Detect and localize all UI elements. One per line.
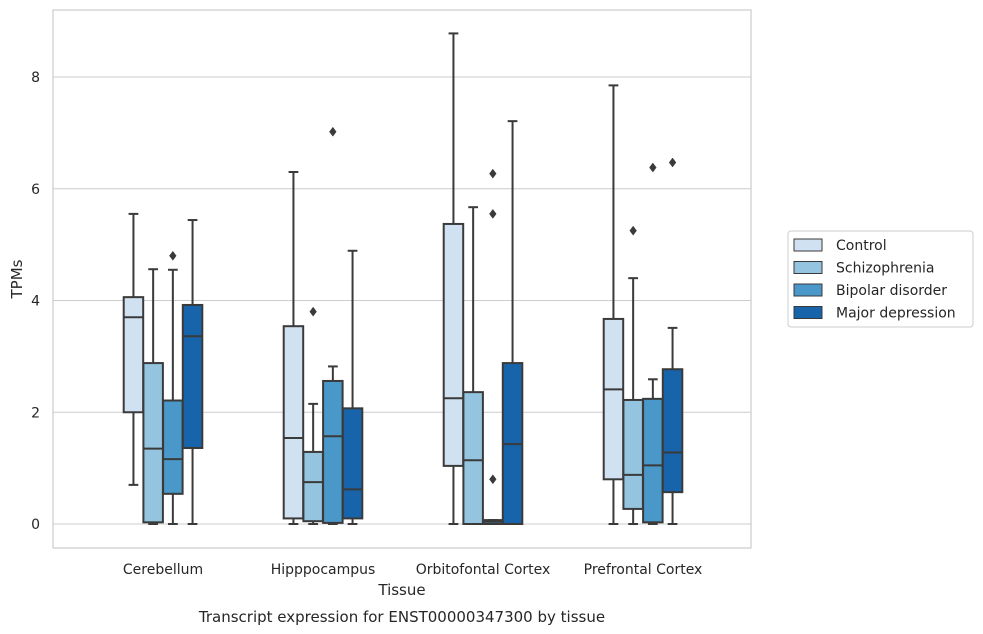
plot-frame	[52, 9, 752, 549]
box-control	[122, 212, 145, 486]
box-iqr	[462, 391, 484, 526]
legend-swatch	[793, 283, 823, 297]
x-axis-title: Tissue	[377, 581, 425, 599]
y-tick-label: 4	[31, 294, 40, 310]
legend-swatch	[793, 261, 823, 274]
box-major-depression	[501, 120, 524, 525]
x-tick-label: Cerebellum	[123, 562, 203, 578]
x-tick-label: Orbitofontal Cortex	[416, 562, 551, 578]
box-control	[442, 32, 465, 525]
outlier-point	[629, 225, 637, 236]
y-axis-ticks: 0 2 4 6 8	[31, 70, 40, 533]
y-tick-label: 0	[31, 517, 40, 533]
box-iqr	[661, 368, 684, 494]
outlier-point	[489, 168, 497, 179]
legend-label: Control	[836, 238, 887, 254]
x-axis-ticks: Cerebellum Hipppocampus Orbitofontal Corte…	[123, 562, 702, 578]
y-tick-label: 2	[31, 405, 40, 421]
box-schizophrenia	[622, 225, 644, 525]
outlier-point	[169, 250, 177, 261]
box-iqr	[442, 222, 465, 467]
x-tick-label: Prefrontal Cortex	[584, 562, 703, 578]
box-iqr	[282, 325, 305, 520]
legend-label: Major depression	[836, 306, 956, 322]
chart-caption: Transcript expression for ENST0000034730…	[198, 608, 605, 626]
legend: Control Schizophrenia Bipolar disorder Majo…	[787, 230, 974, 328]
box-iqr	[341, 407, 364, 520]
y-axis-title: TPMs	[8, 259, 26, 299]
box-iqr	[162, 399, 184, 495]
y-tick-label: 6	[31, 182, 40, 198]
boxes	[122, 32, 684, 526]
outlier-point	[649, 162, 657, 173]
box-major-depression	[181, 219, 204, 525]
outlier-point	[668, 157, 677, 168]
legend-label: Schizophrenia	[836, 261, 934, 277]
y-tick-label: 8	[31, 70, 40, 86]
box-schizophrenia	[462, 206, 484, 526]
box-iqr	[322, 379, 344, 524]
box-bipolar-disorder	[322, 126, 344, 525]
outlier-point	[329, 126, 337, 137]
box-control	[282, 170, 305, 525]
legend-swatch	[793, 238, 823, 252]
box-bipolar-disorder	[642, 162, 664, 525]
outlier-point	[489, 474, 497, 485]
box-iqr	[642, 397, 664, 524]
box-major-depression	[661, 157, 684, 525]
box-schizophrenia	[302, 306, 324, 525]
box-iqr	[622, 398, 644, 510]
box-iqr	[122, 296, 145, 414]
box-iqr	[602, 317, 625, 481]
outlier-point	[489, 208, 497, 219]
legend-label: Bipolar disorder	[836, 283, 947, 299]
legend-swatch	[793, 306, 823, 319]
outlier-point	[309, 306, 317, 317]
box-bipolar-disorder	[162, 250, 184, 525]
legend-box	[787, 230, 974, 328]
box-bipolar-disorder	[482, 168, 504, 525]
box-iqr	[142, 362, 164, 524]
box-control	[602, 84, 625, 525]
box-major-depression	[341, 249, 364, 525]
x-tick-label: Hipppocampus	[271, 562, 376, 578]
box-iqr	[181, 303, 204, 450]
box-iqr	[302, 450, 324, 523]
box-schizophrenia	[142, 268, 164, 525]
